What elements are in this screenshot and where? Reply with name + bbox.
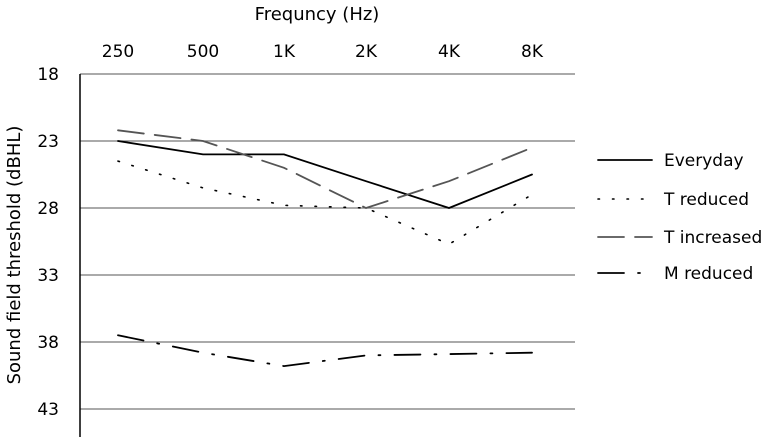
series-line-t-increased <box>117 129 533 209</box>
x-tick-label: 8K <box>521 42 544 62</box>
y-tick-label: 38 <box>37 333 59 353</box>
legend-label: Everyday <box>664 151 744 171</box>
x-tick-labels: 250 500 1K 2K 4K 8K <box>102 42 544 62</box>
y-tick-label: 23 <box>37 132 59 152</box>
legend-label: M reduced <box>664 264 753 284</box>
y-tick-label: 33 <box>37 266 59 286</box>
legend-label: T reduced <box>663 190 749 210</box>
x-tick-label: 250 <box>102 42 134 62</box>
y-tick-label: 28 <box>37 199 59 219</box>
series-lines <box>117 129 533 368</box>
series-line-t-reduced <box>117 160 533 246</box>
x-tick-label: 500 <box>187 42 219 62</box>
grid-lines <box>80 73 575 410</box>
legend: Everyday T reduced T increased M reduced <box>597 151 762 284</box>
y-tick-label: 43 <box>37 400 59 420</box>
y-tick-label: 18 <box>37 65 59 85</box>
y-tick-labels: 18 23 28 33 38 43 <box>37 65 59 420</box>
series-line-everyday <box>117 140 533 209</box>
x-tick-label: 1K <box>273 42 296 62</box>
y-axis-title: Sound field threshold (dBHL) <box>4 126 25 385</box>
series-line-m-reduced <box>117 334 533 368</box>
x-axis-title: Frequncy (Hz) <box>255 4 380 25</box>
x-tick-label: 2K <box>355 42 378 62</box>
x-tick-label: 4K <box>438 42 461 62</box>
legend-label: T increased <box>663 228 762 248</box>
